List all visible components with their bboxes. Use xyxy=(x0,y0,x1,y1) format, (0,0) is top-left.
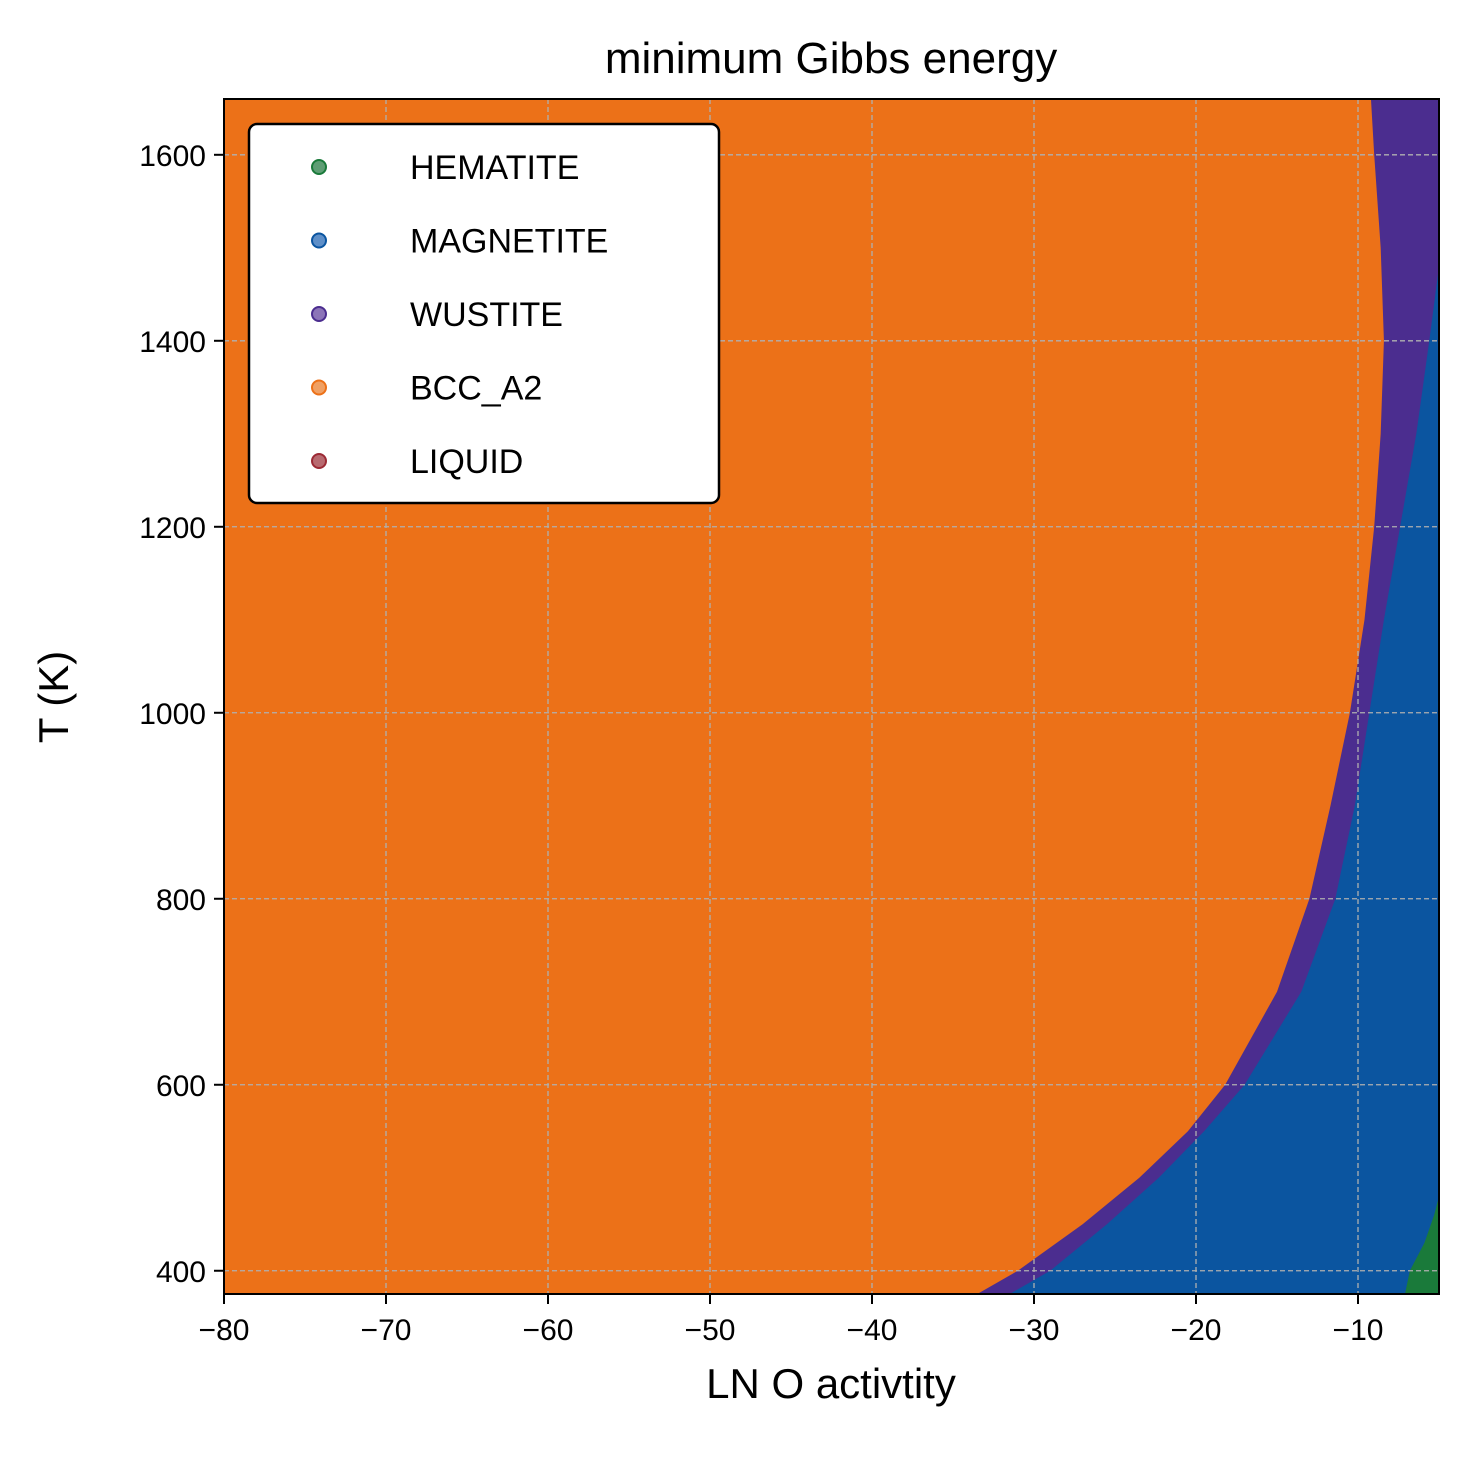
legend-marker-liquid xyxy=(311,453,327,469)
region-magnetite xyxy=(1009,266,1439,1294)
y-tick-label: 1200 xyxy=(139,512,206,545)
x-tick-label: −60 xyxy=(523,1314,574,1347)
legend-label: HEMATITE xyxy=(410,149,579,187)
y-tick-label: 1400 xyxy=(139,326,206,359)
legend-box xyxy=(247,122,721,505)
y-tick-label: 800 xyxy=(156,884,206,917)
chart-title: minimum Gibbs energy xyxy=(605,34,1057,83)
y-tick-label: 1000 xyxy=(139,698,206,731)
region-hematite xyxy=(1404,1196,1439,1294)
x-tick-label: −30 xyxy=(1009,1314,1060,1347)
x-tick-label: −40 xyxy=(847,1314,898,1347)
y-tick-label: 400 xyxy=(156,1256,206,1289)
legend-label: LIQUID xyxy=(410,443,523,481)
legend-marker-wustite xyxy=(311,306,327,322)
legend-marker-bcc-a2 xyxy=(311,379,327,396)
y-tick-label: 600 xyxy=(156,1070,206,1103)
plot-frame xyxy=(223,98,1440,1295)
x-axis-label: LN O activtity xyxy=(706,1360,956,1407)
legend: HEMATITE MAGNETITE WUSTITE BCC_A2 LIQUID xyxy=(247,122,721,505)
x-tick-label: −50 xyxy=(685,1314,736,1347)
legend-marker-magnetite xyxy=(311,232,327,249)
legend-label: WUSTITE xyxy=(410,296,563,334)
x-tick-label: −80 xyxy=(199,1314,250,1347)
x-tick-label: −70 xyxy=(361,1314,412,1347)
x-axis: −80 −70 −60 −50 −40 −30 −20 −10 xyxy=(199,1294,1384,1347)
x-tick-label: −10 xyxy=(1333,1314,1384,1347)
legend-marker-hematite xyxy=(311,159,327,175)
y-tick-label: 1600 xyxy=(139,140,206,173)
legend-label: BCC_A2 xyxy=(410,370,542,408)
y-axis: 400 600 800 1000 1200 1400 1600 xyxy=(139,140,224,1289)
x-tick-label: −20 xyxy=(1171,1314,1222,1347)
y-axis-label: T (K) xyxy=(30,651,77,744)
legend-label: MAGNETITE xyxy=(410,223,608,261)
